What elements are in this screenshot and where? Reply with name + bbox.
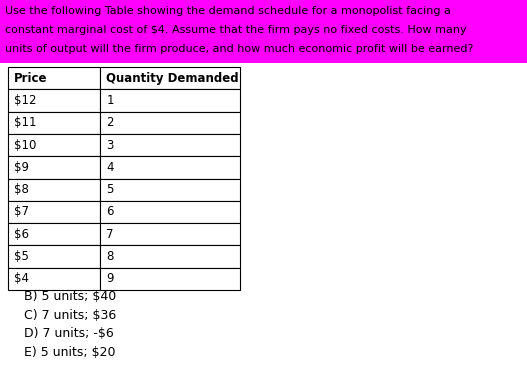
Bar [8, 179, 100, 201]
Bar [8, 156, 100, 179]
Text: $5: $5 [14, 250, 29, 263]
Bar [100, 223, 240, 245]
Bar [100, 67, 240, 89]
Text: 9: 9 [106, 272, 114, 285]
Bar [8, 112, 100, 134]
Bar [100, 89, 240, 112]
Text: $12: $12 [14, 94, 37, 107]
Bar [8, 223, 100, 245]
Bar [8, 268, 100, 290]
Text: Use the following Table showing the demand schedule for a monopolist facing a: Use the following Table showing the dema… [5, 5, 451, 16]
Bar [100, 268, 240, 290]
Text: constant marginal cost of $4. Assume that the firm pays no fixed costs. How many: constant marginal cost of $4. Assume tha… [5, 25, 467, 35]
Bar [0, 0, 527, 63]
Bar [8, 89, 100, 112]
Text: 3: 3 [106, 139, 114, 152]
Bar [8, 134, 100, 156]
Text: A) 5 units; $8: A) 5 units; $8 [24, 272, 108, 285]
Text: $7: $7 [14, 205, 29, 218]
Bar [100, 179, 240, 201]
Bar [8, 245, 100, 268]
Text: C) 7 units; $36: C) 7 units; $36 [24, 309, 116, 322]
Text: D) 7 units; -$6: D) 7 units; -$6 [24, 327, 113, 340]
Text: 8: 8 [106, 250, 114, 263]
Text: $8: $8 [14, 183, 29, 196]
Bar [100, 134, 240, 156]
Bar [8, 67, 100, 89]
Text: 1: 1 [106, 94, 114, 107]
Text: $9: $9 [14, 161, 29, 174]
Text: 2: 2 [106, 116, 114, 129]
Text: $10: $10 [14, 139, 36, 152]
Text: Quantity Demanded: Quantity Demanded [106, 72, 239, 85]
Text: 6: 6 [106, 205, 114, 218]
Bar [100, 201, 240, 223]
Bar [8, 201, 100, 223]
Bar [100, 245, 240, 268]
Text: 5: 5 [106, 183, 114, 196]
Text: $11: $11 [14, 116, 37, 129]
Text: $4: $4 [14, 272, 29, 285]
Bar [100, 156, 240, 179]
Text: 7: 7 [106, 228, 114, 241]
Text: 4: 4 [106, 161, 114, 174]
Text: Price: Price [14, 72, 48, 85]
Text: units of output will the firm produce, and how much economic profit will be earn: units of output will the firm produce, a… [5, 44, 474, 54]
Bar [100, 112, 240, 134]
Text: $6: $6 [14, 228, 29, 241]
Text: E) 5 units; $20: E) 5 units; $20 [24, 346, 115, 359]
Text: B) 5 units; $40: B) 5 units; $40 [24, 290, 116, 303]
